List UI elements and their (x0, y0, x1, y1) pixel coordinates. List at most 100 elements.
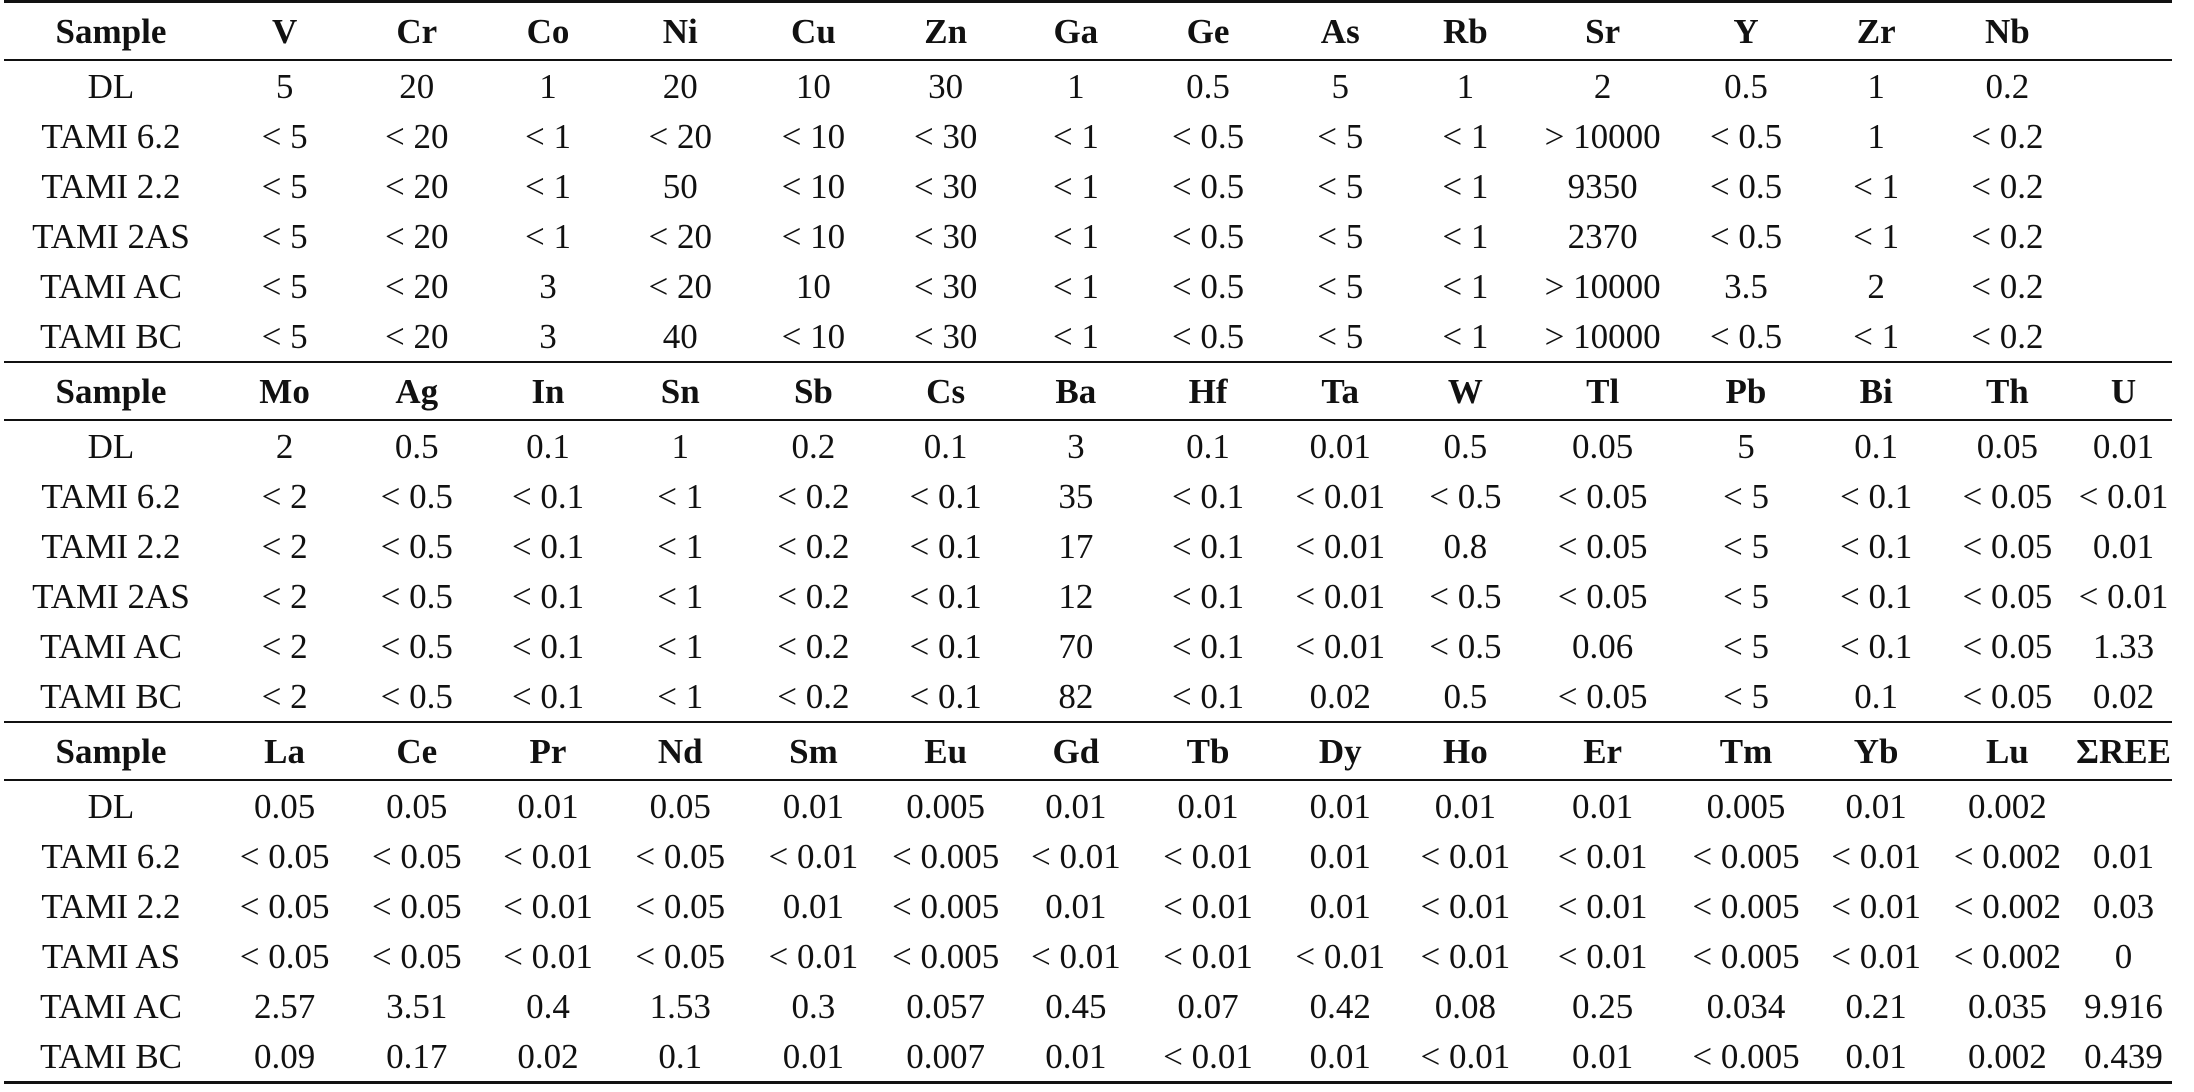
value-cell: < 1 (1052, 216, 1099, 256)
column-header-element: As (1275, 0, 1405, 61)
value-cell: < 5 (1317, 316, 1364, 356)
value-cell: 0.42 (1309, 986, 1371, 1026)
table-row: DL 2 0.5 0.1 1 0.2 0.1 3 0.1 0.01 0.5 0.05 5 0.1 0.05 0… (4, 420, 2172, 471)
value-cell: 0.45 (1045, 986, 1107, 1026)
value-cell: < 0.2 (777, 676, 850, 716)
value-cell: 0.01 (1434, 786, 1497, 826)
value-cell: < 20 (385, 216, 449, 256)
value-cell: < 0.2 (1971, 266, 2044, 306)
column-header-element: W (1404, 361, 1526, 421)
value-cell: < 0.05 (1962, 676, 2053, 716)
value-cell: 0.05 (649, 786, 711, 826)
column-header-element: Mo (217, 361, 352, 421)
column-header-element: Cs (880, 361, 1012, 421)
value-cell: < 0.1 (909, 576, 982, 616)
value-cell: 2370 (1567, 216, 1638, 256)
value-cell: 2.57 (253, 986, 316, 1026)
value-cell: < 0.5 (380, 576, 453, 616)
value-cell: 0.02 (1309, 676, 1371, 716)
value-cell: < 10 (781, 216, 846, 256)
value-cell: < 5 (261, 316, 308, 356)
value-cell: < 2 (261, 576, 308, 616)
value-cell: 10 (795, 66, 831, 106)
value-cell: < 0.05 (371, 936, 462, 976)
value-cell: < 5 (1722, 526, 1769, 566)
column-header-element: Tl (1525, 361, 1680, 421)
value-cell: 0.01 (746, 1031, 881, 1084)
value-cell: < 0.01 (1831, 836, 1922, 876)
sample-name-cell: TAMI BC (4, 1031, 218, 1084)
value-cell: < 1 (1052, 266, 1099, 306)
value-cell: < 20 (648, 116, 712, 156)
value-cell: < 5 (1317, 216, 1364, 256)
value-cell: < 0.01 (1404, 1031, 1526, 1084)
value-cell: < 0.05 (1962, 576, 2053, 616)
value-cell: < 0.01 (768, 836, 859, 876)
value-cell: 0.01 (1309, 426, 1371, 466)
column-header-element: Pr (482, 721, 614, 781)
column-header-element: Co (482, 0, 614, 61)
value-cell: 0.1 (526, 426, 570, 466)
value-cell: < 0.1 (1171, 626, 1245, 666)
value-cell: 0.01 (782, 786, 845, 826)
sample-name-cell: TAMI 2.2 (41, 526, 181, 566)
value-cell: < 0.01 (1030, 936, 1121, 976)
value-cell: < 1 (1442, 166, 1489, 206)
column-header-element: V (217, 0, 352, 61)
value-cell: < 30 (913, 166, 978, 206)
value-cell: < 0.5 (1709, 166, 1783, 206)
value-cell: < 2 (261, 526, 308, 566)
column-header-element: Ba (1011, 361, 1141, 421)
value-cell: < 0.01 (1163, 886, 1253, 926)
value-cell: < 0.5 (1171, 116, 1245, 156)
value-cell: < 0.2 (777, 576, 850, 616)
column-header-element: Gd (1011, 721, 1141, 781)
value-cell: 0.01 (2092, 526, 2155, 566)
column-header-element: Ga (1011, 0, 1141, 61)
value-cell: < 0.005 (892, 886, 1000, 926)
value-cell: < 0.01 (1295, 936, 1386, 976)
sample-name-cell: TAMI 6.2 (41, 836, 181, 876)
sample-name-cell: TAMI 6.2 (41, 116, 181, 156)
value-cell: < 0.01 (1420, 836, 1511, 876)
value-cell (2075, 111, 2172, 161)
value-cell: < 2 (261, 476, 308, 516)
value-cell: < 0.01 (1163, 836, 1253, 876)
value-cell (2075, 261, 2172, 311)
value-cell: 0 (2114, 936, 2133, 976)
value-cell: < 1 (1853, 316, 1900, 356)
column-header-element: Nd (613, 721, 747, 781)
value-cell: 0.005 (906, 786, 985, 826)
value-cell: < 1 (524, 216, 571, 256)
value-cell (2075, 311, 2172, 362)
value-cell: 0.01 (1045, 886, 1107, 926)
table-header-row: Sample V Cr Co Ni Cu Zn Ga Ge As Rb Sr Y Zr Nb (4, 0, 2172, 61)
value-cell: < 20 (385, 266, 449, 306)
value-cell: < 0.1 (511, 526, 585, 566)
value-cell: < 0.01 (1295, 576, 1386, 616)
column-header-element: Nb (1939, 0, 2075, 61)
value-cell: < 0.05 (239, 936, 330, 976)
table-row: TAMI 2.2 < 5 < 20 < 1 50 < 10 < 30 < 1 < 0.5 < 5 <… (4, 161, 2172, 211)
table-row: TAMI 2AS < 5 < 20 < 1 < 20 < 10 < 30 < 1 < 0.5 < … (4, 211, 2172, 261)
value-cell: < 0.2 (1971, 116, 2044, 156)
column-header-element: Hf (1140, 361, 1276, 421)
value-cell: 5 (1331, 66, 1350, 106)
value-cell: < 1 (657, 576, 704, 616)
value-cell: < 0.05 (1557, 676, 1648, 716)
column-header-element: Cu (746, 0, 881, 61)
value-cell: < 30 (913, 216, 978, 256)
value-cell: < 0.05 (371, 836, 462, 876)
value-cell: < 0.1 (1171, 476, 1245, 516)
value-cell: < 2 (261, 676, 308, 716)
value-cell: 1.33 (2092, 626, 2155, 666)
column-header-element: U (2074, 361, 2172, 421)
value-cell: < 0.1 (511, 576, 585, 616)
value-cell: 1.53 (649, 986, 711, 1026)
value-cell: < 0.5 (380, 526, 453, 566)
value-cell: 30 (928, 66, 964, 106)
value-cell: < 0.01 (768, 936, 859, 976)
value-cell: < 0.1 (1840, 626, 1913, 666)
value-cell (2075, 60, 2172, 111)
value-cell: 0.05 (1572, 426, 1634, 466)
